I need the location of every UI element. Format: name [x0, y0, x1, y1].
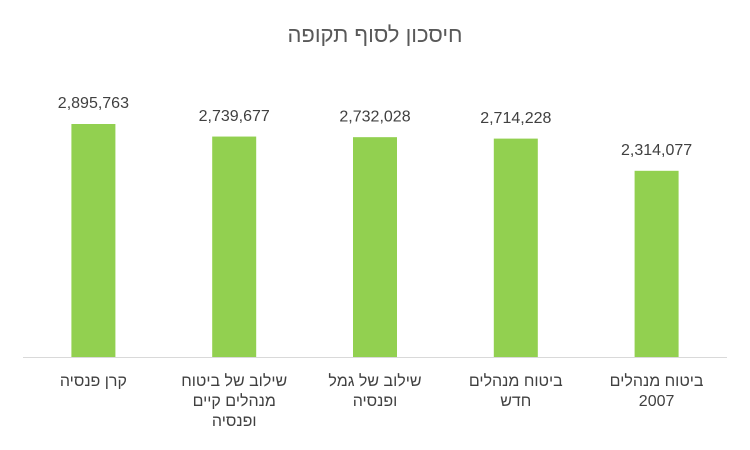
value-label: 2,739,677 [199, 108, 270, 125]
bar [353, 137, 397, 357]
value-label: 2,714,228 [480, 110, 551, 127]
value-label: 2,314,077 [621, 142, 692, 159]
bar [212, 136, 257, 357]
x-tick-label: שילוב של גמל ופנסיה [328, 373, 422, 410]
x-tick-label: ביטוח מנהלים חדש [468, 373, 563, 410]
x-tick-label: ביטוח מנהלים 2007 [609, 373, 704, 410]
x-tick-label: קרן פנסיה [59, 373, 127, 390]
bar [634, 170, 679, 357]
x-tick-label: שילוב של ביטוח מנהלים קיים ופנסיה [181, 373, 288, 430]
value-label: 2,732,028 [339, 108, 410, 125]
bar [493, 138, 538, 357]
value-label: 2,895,763 [58, 95, 129, 112]
bar [71, 124, 116, 357]
chart-title: חיסכון לסוף תקופה [287, 22, 462, 47]
